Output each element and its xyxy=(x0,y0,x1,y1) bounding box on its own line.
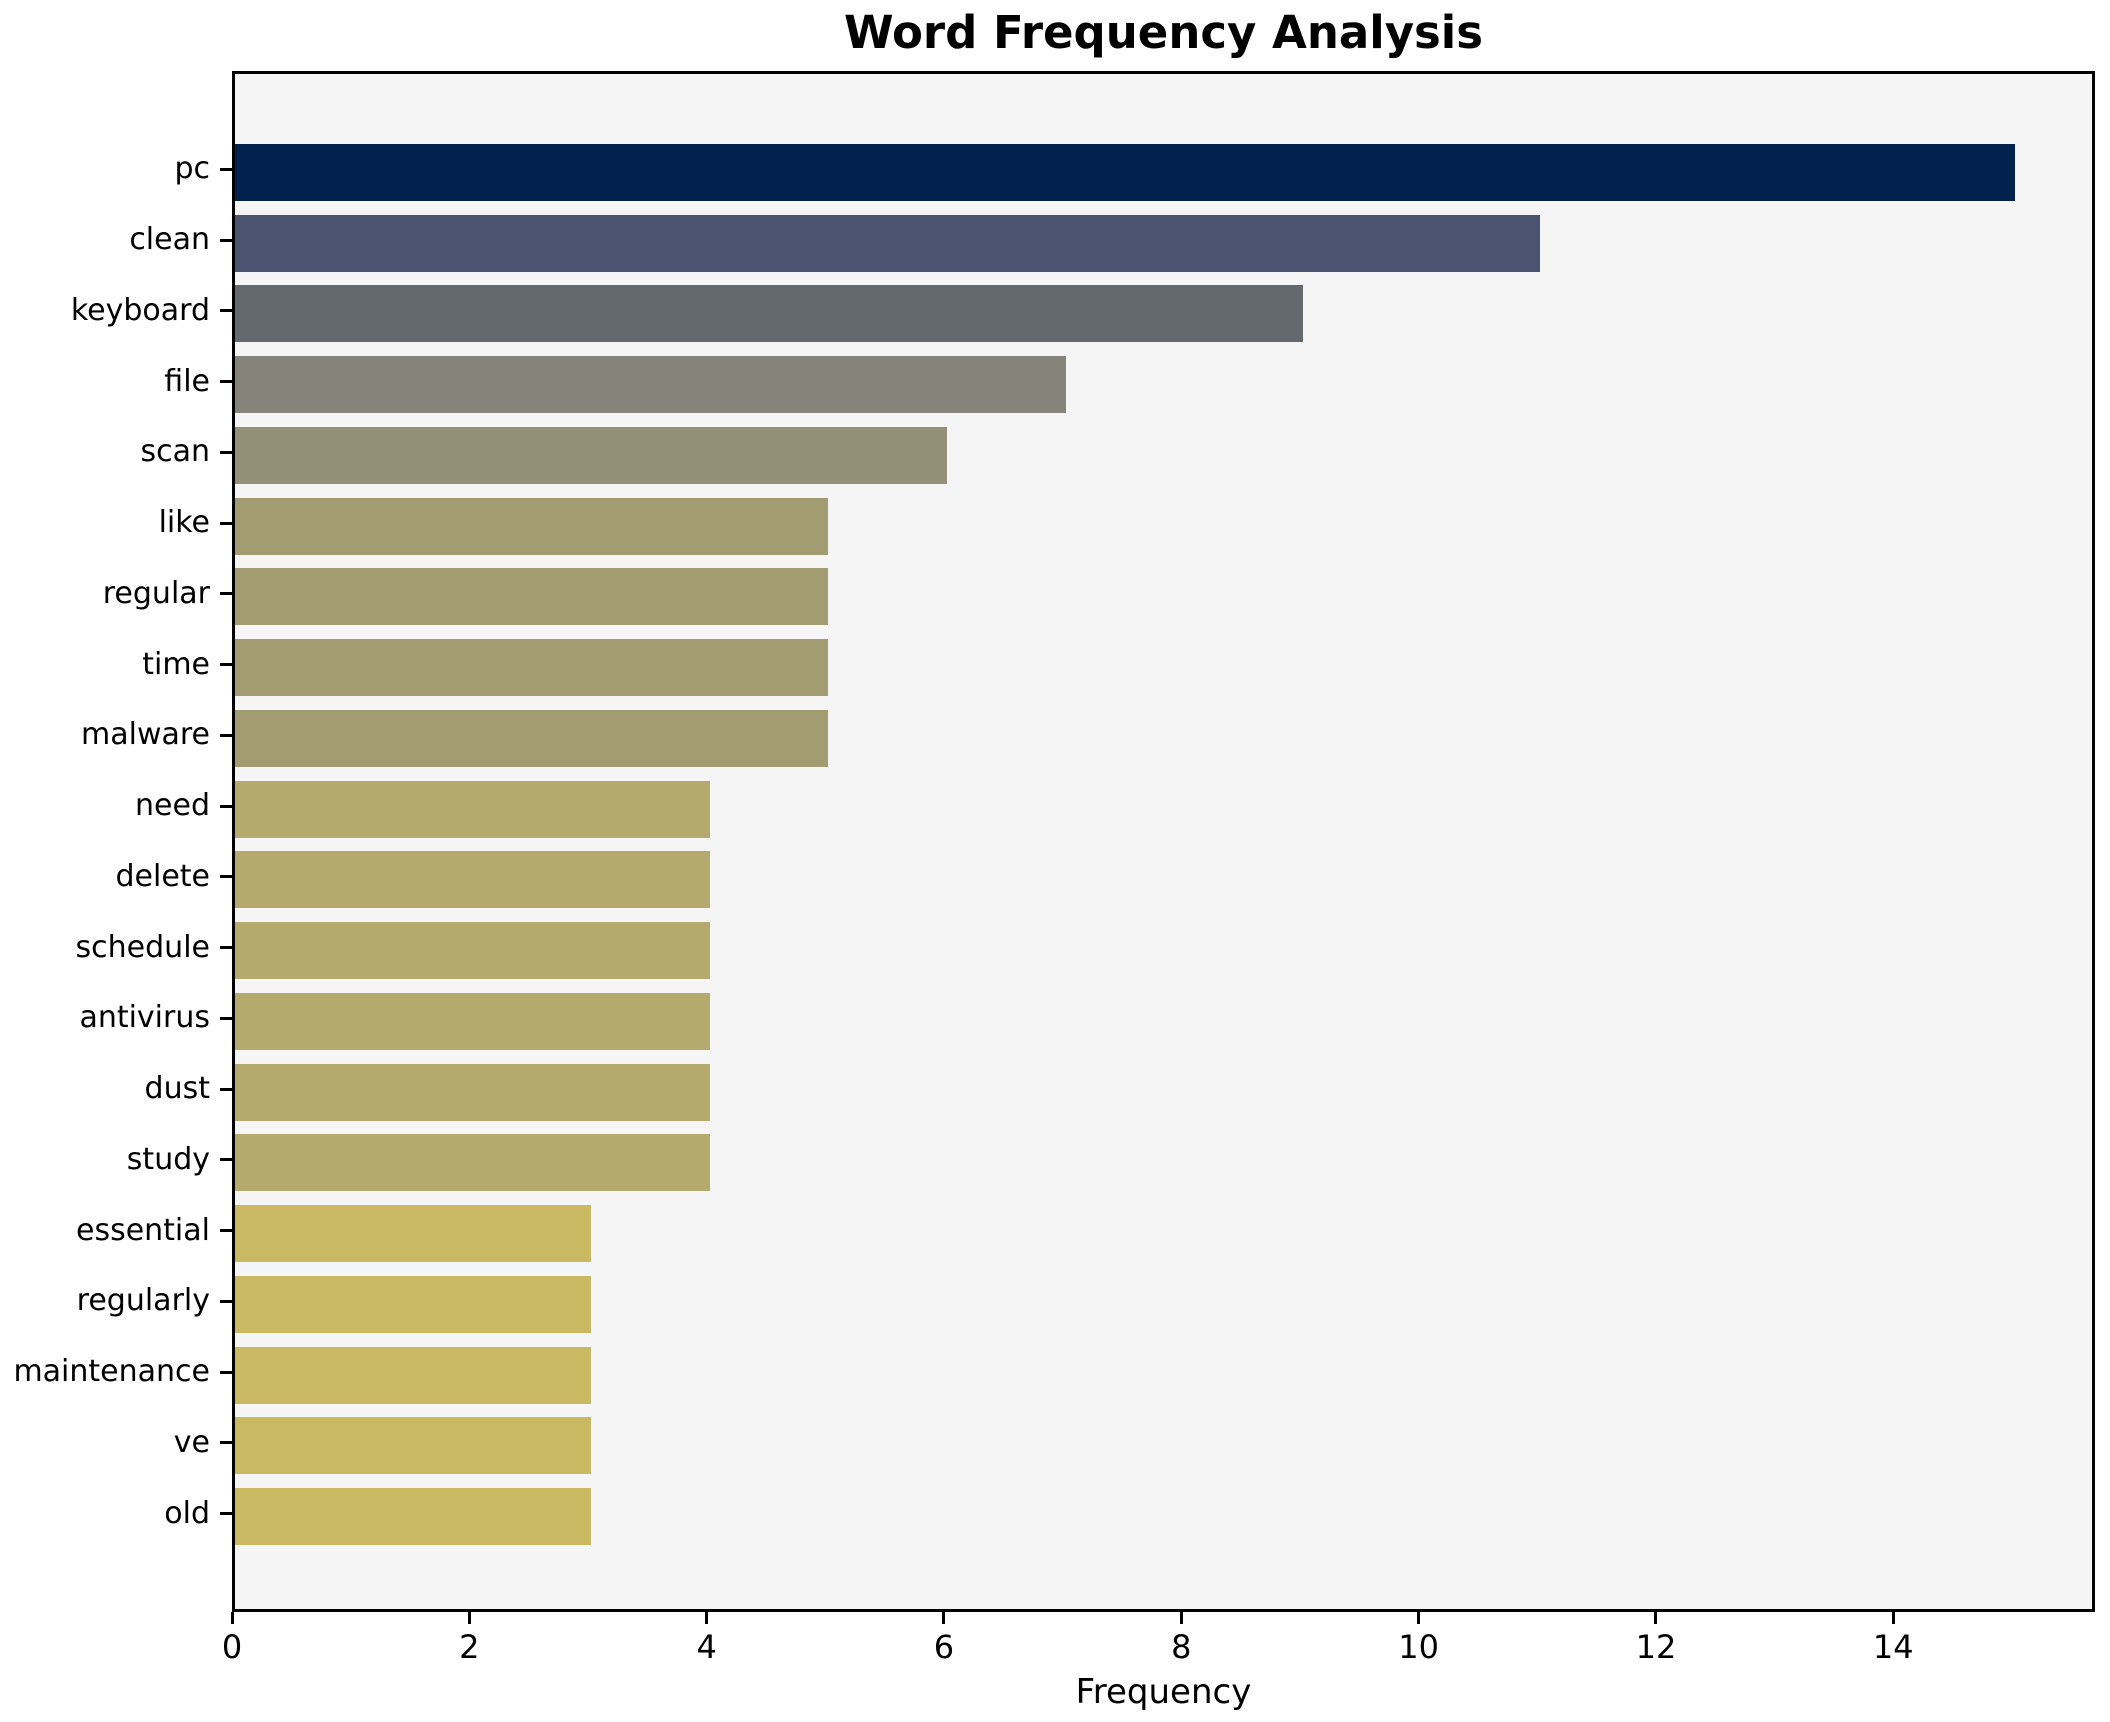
y-tick-mark xyxy=(220,946,232,950)
bar-malware xyxy=(235,709,829,767)
y-tick-label-delete: delete xyxy=(115,858,210,894)
x-axis-label: Frequency xyxy=(1075,1672,1252,1712)
y-tick-mark xyxy=(220,1370,232,1374)
y-tick-label-need: need xyxy=(135,788,210,824)
bar-clean xyxy=(235,214,1541,272)
x-tick-mark xyxy=(705,1612,709,1624)
y-tick-label-clean: clean xyxy=(129,222,210,258)
y-tick-mark xyxy=(220,1229,232,1233)
bar-maintenance xyxy=(235,1346,591,1404)
y-tick-label-essential: essential xyxy=(75,1212,210,1248)
bar-need xyxy=(235,780,710,838)
y-tick-label-old: old xyxy=(164,1495,210,1531)
bar-keyboard xyxy=(235,285,1303,343)
x-tick-mark xyxy=(1179,1612,1183,1624)
bar-pc xyxy=(235,143,2015,201)
y-tick-mark xyxy=(220,1512,232,1516)
y-tick-label-pc: pc xyxy=(174,151,210,187)
y-tick-mark xyxy=(220,1441,232,1445)
bar-antivirus xyxy=(235,992,710,1050)
y-tick-label-dust: dust xyxy=(144,1071,210,1107)
y-tick-mark xyxy=(220,238,232,242)
y-tick-label-malware: malware xyxy=(81,717,210,753)
chart-title: Word Frequency Analysis xyxy=(843,6,1484,59)
y-tick-mark xyxy=(220,875,232,879)
y-tick-mark xyxy=(220,804,232,808)
bar-regular xyxy=(235,568,829,626)
x-tick-label-6: 6 xyxy=(933,1628,955,1666)
bar-delete xyxy=(235,851,710,909)
bar-regularly xyxy=(235,1275,591,1333)
x-tick-mark xyxy=(1654,1612,1658,1624)
x-tick-label-10: 10 xyxy=(1398,1628,1439,1666)
bar-old xyxy=(235,1488,591,1546)
y-tick-label-study: study xyxy=(126,1141,210,1177)
y-tick-label-ve: ve xyxy=(173,1424,210,1460)
y-tick-mark xyxy=(220,663,232,667)
x-tick-mark xyxy=(942,1612,946,1624)
x-tick-mark xyxy=(467,1612,471,1624)
bar-essential xyxy=(235,1205,591,1263)
y-tick-label-schedule: schedule xyxy=(75,929,210,965)
x-tick-label-14: 14 xyxy=(1872,1628,1914,1666)
x-tick-mark xyxy=(1417,1612,1421,1624)
y-tick-mark xyxy=(220,1158,232,1162)
y-tick-mark xyxy=(220,521,232,525)
x-tick-mark xyxy=(230,1612,234,1624)
y-tick-mark xyxy=(220,592,232,596)
x-tick-label-8: 8 xyxy=(1171,1628,1192,1666)
x-tick-label-2: 2 xyxy=(459,1628,480,1666)
y-tick-label-regular: regular xyxy=(102,575,210,611)
bar-time xyxy=(235,639,829,697)
y-tick-mark xyxy=(220,309,232,313)
bar-like xyxy=(235,497,829,555)
bar-study xyxy=(235,1134,710,1192)
y-tick-mark xyxy=(220,1016,232,1020)
x-tick-label-12: 12 xyxy=(1635,1628,1677,1666)
y-tick-label-like: like xyxy=(158,505,210,541)
bar-file xyxy=(235,356,1066,414)
y-tick-mark xyxy=(220,1087,232,1091)
y-tick-mark xyxy=(220,167,232,171)
x-tick-label-4: 4 xyxy=(696,1628,717,1666)
y-tick-label-scan: scan xyxy=(140,434,210,470)
bar-scan xyxy=(235,426,947,484)
bar-ve xyxy=(235,1417,591,1475)
y-tick-label-keyboard: keyboard xyxy=(70,292,210,328)
bar-schedule xyxy=(235,922,710,980)
x-tick-label-0: 0 xyxy=(221,1628,243,1666)
y-tick-mark xyxy=(220,733,232,737)
y-tick-mark xyxy=(220,1299,232,1303)
bar-dust xyxy=(235,1063,710,1121)
y-tick-mark xyxy=(220,380,232,384)
plot-area xyxy=(232,71,2095,1612)
y-tick-label-maintenance: maintenance xyxy=(13,1354,210,1390)
y-tick-label-antivirus: antivirus xyxy=(79,1000,210,1036)
y-tick-label-file: file xyxy=(164,363,210,399)
y-tick-label-regularly: regularly xyxy=(76,1283,210,1319)
y-tick-label-time: time xyxy=(142,646,210,682)
y-tick-mark xyxy=(220,450,232,454)
x-tick-mark xyxy=(1891,1612,1895,1624)
